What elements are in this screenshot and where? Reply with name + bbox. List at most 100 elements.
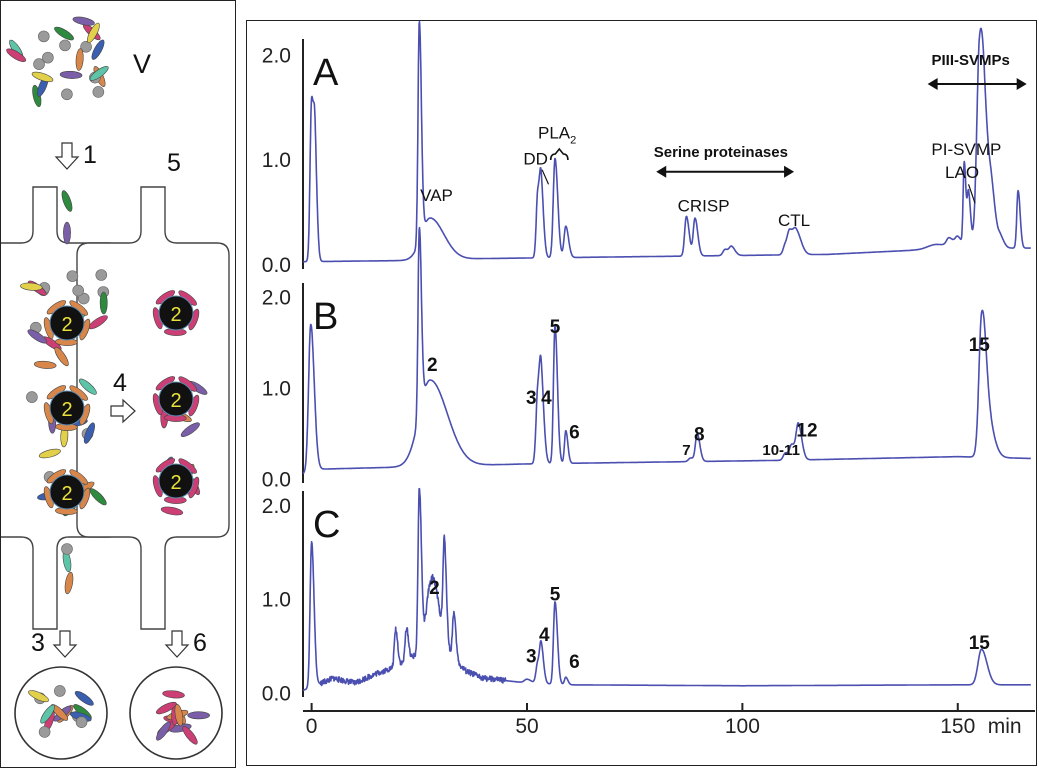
venom-protein bbox=[38, 448, 61, 459]
venom-peptide bbox=[77, 292, 90, 305]
venom-protein bbox=[75, 48, 84, 71]
workflow-schematic: V 1 5 2 2 2 2 2 2 4 3 6 bbox=[0, 0, 236, 768]
bead-label: 2 bbox=[170, 304, 181, 326]
venom-protein bbox=[89, 488, 107, 506]
peak-annotation: 12 bbox=[796, 421, 817, 442]
bead-core bbox=[49, 474, 85, 510]
venom-peptide bbox=[33, 58, 45, 70]
peak-annotation: 7 bbox=[682, 442, 690, 459]
y-tick-label: 1.0 bbox=[262, 378, 291, 401]
venom-peptide bbox=[42, 51, 54, 64]
venom-protein bbox=[162, 690, 185, 699]
panel-letter: A bbox=[313, 52, 339, 94]
peak-annotation: 6 bbox=[569, 422, 580, 443]
peak-annotation: CRISP bbox=[678, 197, 730, 216]
x-tick-label: 50 bbox=[515, 715, 538, 738]
antibody-bead: 2 bbox=[152, 376, 200, 422]
venom-protein bbox=[182, 726, 198, 745]
venom-protein bbox=[59, 70, 83, 79]
chromatogram-figure: 0.0 1.0 2.0 A VAP DD PLA2 Serine proteinases CRI… bbox=[246, 20, 1037, 766]
x-tick-label: 150 bbox=[940, 715, 975, 738]
peak-annotation: Serine proteinases bbox=[654, 144, 788, 161]
y-tick-label: 2.0 bbox=[262, 287, 291, 310]
x-axis-unit: min bbox=[988, 715, 1022, 738]
peak-annotation: LAO bbox=[945, 163, 979, 182]
x-tick-label: 0 bbox=[306, 715, 318, 738]
venom-peptide bbox=[61, 88, 73, 101]
antibody-bead: 2 bbox=[43, 385, 91, 431]
venom-protein bbox=[64, 571, 74, 595]
y-tick-label: 0.0 bbox=[262, 468, 291, 491]
step-6-label: 6 bbox=[193, 629, 207, 657]
bead-core bbox=[49, 390, 85, 426]
antibody-bead: 2 bbox=[152, 290, 200, 336]
panel-letter: C bbox=[313, 504, 340, 546]
venom-protein bbox=[31, 71, 54, 83]
bead-core bbox=[158, 463, 194, 499]
y-tick-label: 1.0 bbox=[262, 589, 291, 612]
step-1-label: 1 bbox=[83, 141, 97, 169]
venom-peptide bbox=[80, 41, 92, 53]
venom-peptide bbox=[72, 284, 84, 297]
venom-protein bbox=[20, 282, 43, 291]
venom-protein bbox=[50, 704, 69, 721]
venom-protein bbox=[61, 190, 73, 212]
dd-leader bbox=[541, 169, 550, 185]
venom-peptide bbox=[54, 685, 66, 697]
venom-protein bbox=[28, 690, 49, 703]
venom-protein bbox=[74, 690, 94, 706]
venom-peptide bbox=[75, 716, 88, 728]
bead-label: 2 bbox=[61, 399, 72, 421]
step-1-arrow bbox=[54, 142, 80, 170]
venom-peptide bbox=[26, 391, 38, 403]
venom-protein bbox=[72, 16, 95, 26]
venom-protein bbox=[40, 704, 55, 724]
venom-protein bbox=[54, 26, 74, 41]
venom-protein bbox=[156, 701, 177, 715]
venom-protein bbox=[83, 422, 95, 444]
venom-peptide bbox=[95, 269, 108, 281]
step-4-label: 4 bbox=[113, 369, 127, 397]
panel-A: 0.0 1.0 2.0 A VAP DD PLA2 Serine proteinases CRI… bbox=[262, 21, 1032, 277]
peak-annotation: PIII-SVMPs bbox=[932, 52, 1010, 69]
peak-annotation: 5 bbox=[550, 317, 561, 338]
bead-label: 2 bbox=[61, 314, 72, 336]
step-3-arrow bbox=[52, 630, 78, 658]
venom-protein bbox=[33, 360, 57, 369]
peak-annotation: 4 bbox=[541, 388, 552, 409]
peak-annotation: PI-SVMP bbox=[931, 140, 1001, 159]
antibody-bead: 2 bbox=[152, 458, 200, 504]
venom-peptide bbox=[38, 726, 51, 738]
schematic-drawing: V 1 5 2 2 2 2 2 2 4 3 6 bbox=[1, 16, 230, 760]
chromatogram-trace bbox=[302, 226, 1032, 475]
chromatogram-trace bbox=[302, 487, 1032, 692]
venom-protein bbox=[54, 346, 69, 367]
antibody-bead: 2 bbox=[43, 469, 91, 515]
y-tick-label: 2.0 bbox=[262, 45, 291, 68]
y-tick-label: 1.0 bbox=[262, 149, 291, 172]
peak-annotation: 15 bbox=[969, 335, 991, 356]
peak-annotation: PLA2 bbox=[538, 123, 576, 146]
bead-label: 2 bbox=[61, 483, 72, 505]
venom-protein bbox=[87, 22, 100, 44]
venom-peptide bbox=[37, 30, 50, 43]
step-5-label: 5 bbox=[167, 149, 181, 177]
peak-annotation: 5 bbox=[550, 585, 561, 606]
annotation-subscript: 2 bbox=[570, 134, 576, 146]
serine-arrow-head-left bbox=[656, 165, 667, 178]
venom-peptide bbox=[92, 86, 105, 98]
affinity-column-washed bbox=[76, 186, 230, 630]
chromatogram-plots: 0.0 1.0 2.0 A VAP DD PLA2 Serine proteinases CRI… bbox=[262, 21, 1035, 738]
venom-peptide bbox=[66, 270, 79, 282]
venom-protein bbox=[89, 66, 109, 81]
venom-protein bbox=[160, 506, 184, 516]
panel-letter: B bbox=[313, 296, 338, 338]
venom-protein bbox=[63, 221, 71, 245]
bead-label: 2 bbox=[170, 390, 181, 412]
y-tick-label: 0.0 bbox=[262, 682, 291, 705]
bead-core bbox=[158, 381, 194, 417]
x-tick-label: 100 bbox=[725, 715, 760, 738]
venom-protein bbox=[6, 48, 27, 62]
step-4-arrow bbox=[110, 398, 136, 424]
